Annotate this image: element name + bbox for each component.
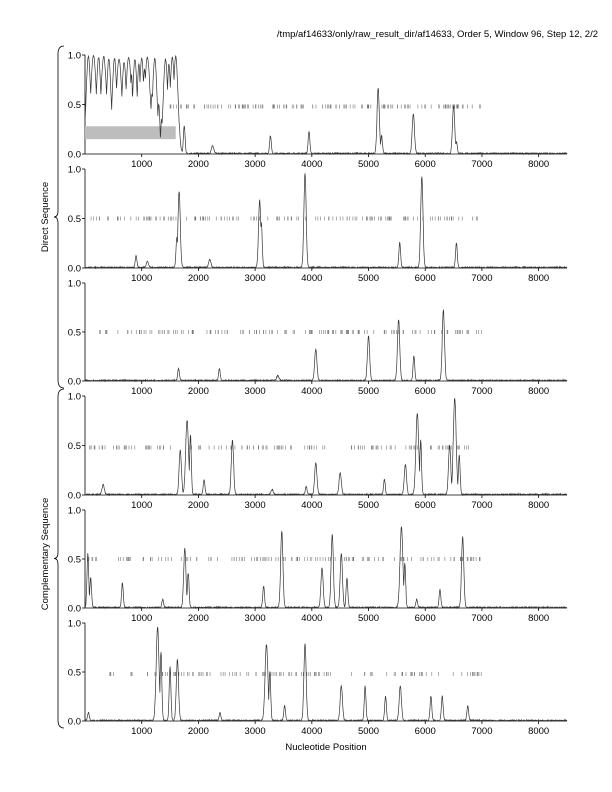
marker-ticks — [99, 330, 483, 334]
x-tick-label: 4000 — [301, 273, 322, 284]
x-axis-label: Nucleotide Position — [285, 742, 366, 753]
panel-3: 0.0 0.5 1.0 1000 2000 3000 4000 5000 6000 7000 800… — [68, 279, 568, 397]
x-tick-label: 7000 — [471, 500, 492, 511]
x-tick-label: 8000 — [528, 726, 549, 737]
x-tick-label: 2000 — [188, 726, 209, 737]
x-tick-label: 7000 — [471, 159, 492, 170]
y-tick-label: 0.0 — [68, 150, 81, 161]
x-tick-label: 6000 — [415, 386, 436, 397]
x-tick-label: 2000 — [188, 613, 209, 624]
x-tick-label: 3000 — [245, 500, 266, 511]
panel-4: 0.0 0.5 1.0 1000 2000 3000 4000 5000 6000 7000 800… — [68, 392, 568, 511]
x-tick-label: 3000 — [245, 726, 266, 737]
panel-1: 0.0 0.5 1.0 1000 2000 3000 4000 5000 6000 7000 800… — [68, 51, 568, 170]
x-tick-label: 6000 — [415, 613, 436, 624]
panel-2: 0.0 0.5 1.0 1000 2000 3000 4000 5000 6000 7000 800… — [68, 165, 568, 284]
highlight-bar — [85, 126, 176, 140]
y-tick-label: 0.0 — [68, 604, 81, 615]
y-tick-label: 0.0 — [68, 491, 81, 502]
x-tick-label: 5000 — [358, 159, 379, 170]
y-tick-label: 1.0 — [68, 279, 81, 290]
marker-ticks — [87, 557, 481, 561]
y-tick-label: 0.5 — [68, 214, 81, 225]
y-tick-label: 1.0 — [68, 619, 81, 630]
marker-ticks — [169, 104, 482, 109]
brace-complementary — [53, 388, 65, 729]
x-tick-label: 7000 — [471, 613, 492, 624]
x-tick-label: 8000 — [528, 386, 549, 397]
x-tick-label: 1000 — [131, 273, 152, 284]
y-tick-label: 1.0 — [68, 165, 81, 176]
y-tick-label: 0.5 — [68, 555, 81, 566]
panels-group: 0.0 0.5 1.0 1000 2000 3000 4000 5000 6000 7000 800… — [68, 51, 568, 737]
x-tick-label: 5000 — [358, 613, 379, 624]
x-tick-label: 2000 — [188, 273, 209, 284]
x-tick-label: 7000 — [471, 726, 492, 737]
x-tick-label: 5000 — [358, 500, 379, 511]
marker-ticks — [90, 216, 478, 221]
y-tick-label: 1.0 — [68, 392, 81, 403]
x-tick-label: 1000 — [131, 726, 152, 737]
y-tick-label: 0.5 — [68, 100, 81, 111]
x-tick-label: 1000 — [131, 613, 152, 624]
x-tick-label: 7000 — [471, 273, 492, 284]
marker-ticks — [109, 671, 482, 676]
x-tick-label: 7000 — [471, 386, 492, 397]
signal-line — [84, 173, 568, 270]
y-tick-label: 0.0 — [68, 264, 81, 275]
x-tick-label: 8000 — [528, 500, 549, 511]
x-tick-label: 6000 — [415, 273, 436, 284]
signal-line — [84, 309, 568, 383]
y-tick-label: 0.5 — [68, 328, 81, 339]
x-tick-label: 2000 — [188, 500, 209, 511]
signal-line — [84, 54, 568, 156]
header-title: /tmp/af14633/only/raw_result_dir/af14633… — [276, 29, 598, 40]
x-tick-label: 3000 — [245, 159, 266, 170]
group-brackets — [53, 45, 65, 729]
panel-5: 0.0 0.5 1.0 1000 2000 3000 4000 5000 6000 7000 800… — [68, 506, 568, 624]
x-tick-label: 5000 — [358, 726, 379, 737]
group-label-complementary: Complementary Sequence — [40, 498, 51, 610]
x-tick-label: 4000 — [301, 159, 322, 170]
x-tick-label: 4000 — [301, 613, 322, 624]
x-tick-label: 6000 — [415, 159, 436, 170]
y-tick-label: 1.0 — [68, 51, 81, 62]
marker-ticks — [89, 445, 469, 450]
x-tick-label: 8000 — [528, 273, 549, 284]
x-tick-label: 5000 — [358, 386, 379, 397]
x-tick-label: 3000 — [245, 613, 266, 624]
x-tick-label: 5000 — [358, 273, 379, 284]
y-tick-label: 0.5 — [68, 441, 81, 452]
x-tick-label: 6000 — [415, 726, 436, 737]
x-tick-label: 4000 — [301, 386, 322, 397]
y-tick-label: 0.0 — [68, 377, 81, 388]
y-tick-label: 1.0 — [68, 506, 81, 517]
signal-line — [84, 626, 568, 723]
x-tick-label: 1000 — [131, 500, 152, 511]
x-tick-label: 4000 — [301, 500, 322, 511]
y-tick-label: 0.0 — [68, 717, 81, 728]
signal-line — [84, 526, 568, 610]
y-tick-label: 0.5 — [68, 668, 81, 679]
x-tick-label: 1000 — [131, 159, 152, 170]
group-label-direct: Direct Sequence — [40, 182, 51, 252]
panel-6: 0.0 0.5 1.0 1000 2000 3000 4000 5000 6000 7000 800… — [68, 619, 568, 737]
x-tick-label: 3000 — [245, 273, 266, 284]
x-tick-label: 4000 — [301, 726, 322, 737]
x-tick-label: 8000 — [528, 159, 549, 170]
brace-direct — [53, 45, 65, 389]
x-tick-label: 8000 — [528, 613, 549, 624]
x-tick-label: 2000 — [188, 386, 209, 397]
x-tick-label: 3000 — [245, 386, 266, 397]
x-tick-label: 6000 — [415, 500, 436, 511]
x-tick-label: 2000 — [188, 159, 209, 170]
x-tick-label: 1000 — [131, 386, 152, 397]
signal-line — [84, 398, 568, 497]
